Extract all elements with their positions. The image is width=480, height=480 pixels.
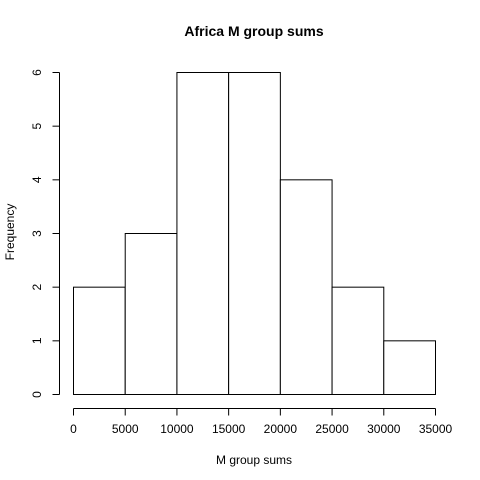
x-tick-label-3: 15000 [212, 422, 246, 436]
histogram-bar-4 [279, 179, 333, 395]
y-tick-label-1: 1 [30, 337, 44, 344]
x-tick-label-1: 5000 [112, 422, 139, 436]
histogram-bar-6 [383, 340, 436, 396]
histogram-bar-1 [124, 233, 178, 395]
y-axis-label: Frequency [3, 204, 17, 261]
x-tick-label-6: 30000 [367, 422, 401, 436]
y-tick-label-2: 2 [30, 284, 44, 291]
histogram-bar-5 [331, 286, 385, 395]
y-tick-label-6: 6 [30, 69, 44, 76]
x-tick-label-7: 35000 [419, 422, 453, 436]
chart-title: Africa M group sums [184, 23, 323, 39]
y-tick-label-3: 3 [30, 230, 44, 237]
histogram-bar-3 [228, 72, 281, 395]
bars-group [73, 72, 436, 396]
x-tick-label-4: 20000 [264, 422, 298, 436]
x-tick-label-2: 10000 [160, 422, 194, 436]
histogram-bar-2 [176, 72, 230, 395]
histogram-bar-0 [73, 286, 126, 395]
x-axis: 0 5000 10000 15000 20000 25000 30000 35000 [70, 408, 453, 436]
y-tick-label-5: 5 [30, 123, 44, 130]
x-tick-label-5: 25000 [315, 422, 349, 436]
x-tick-label-0: 0 [70, 422, 77, 436]
x-axis-label: M group sums [216, 453, 292, 467]
y-axis: 0 1 2 3 4 5 6 [30, 69, 60, 398]
y-tick-label-0: 0 [30, 391, 44, 398]
y-tick-label-4: 4 [30, 176, 44, 183]
